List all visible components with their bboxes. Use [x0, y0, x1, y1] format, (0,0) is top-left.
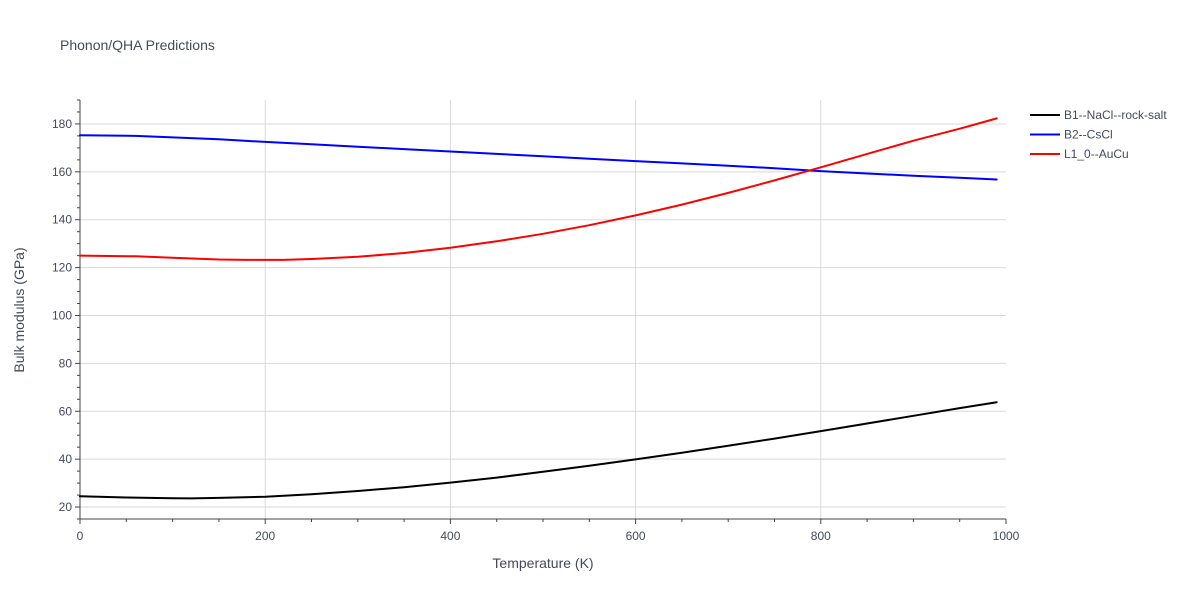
x-tick-label: 0 — [77, 529, 84, 543]
legend[interactable]: B1--NaCl--rock-salt B2--CsCl L1_0--AuCu — [1030, 108, 1167, 161]
x-tick-label: 800 — [811, 529, 831, 543]
legend-item[interactable]: B2--CsCl — [1030, 128, 1113, 142]
legend-item[interactable]: L1_0--AuCu — [1030, 147, 1129, 161]
series-line-0 — [79, 401, 998, 500]
grid-layer — [80, 100, 1006, 519]
legend-label: B1--NaCl--rock-salt — [1064, 108, 1167, 122]
y-tick-label: 180 — [52, 117, 72, 131]
chart-title: Phonon/QHA Predictions — [60, 37, 215, 53]
series-line-1 — [79, 134, 998, 181]
axis-layer: 0 200 400 600 800 1000 20 40 60 80 100 120 140 160 180 — [52, 99, 1020, 543]
legend-label: B2--CsCl — [1064, 128, 1113, 142]
legend-label: L1_0--AuCu — [1064, 147, 1129, 161]
x-tick-label: 600 — [626, 529, 646, 543]
y-tick-label: 100 — [52, 308, 72, 322]
y-tick-label: 160 — [52, 165, 72, 179]
y-tick-label: 40 — [59, 452, 73, 466]
legend-item[interactable]: B1--NaCl--rock-salt — [1030, 108, 1167, 122]
x-tick-label: 1000 — [993, 529, 1020, 543]
series-layer — [79, 117, 998, 500]
y-tick-label: 60 — [59, 404, 73, 418]
x-axis-title: Temperature (K) — [492, 555, 593, 571]
y-tick-label: 20 — [59, 500, 73, 514]
x-tick-label: 400 — [440, 529, 460, 543]
x-tick-label: 200 — [255, 529, 275, 543]
y-axis-title: Bulk modulus (GPa) — [11, 247, 27, 372]
series-line-2 — [79, 117, 998, 261]
y-tick-label: 80 — [59, 356, 73, 370]
y-tick-label: 120 — [52, 261, 72, 275]
y-tick-label: 140 — [52, 213, 72, 227]
